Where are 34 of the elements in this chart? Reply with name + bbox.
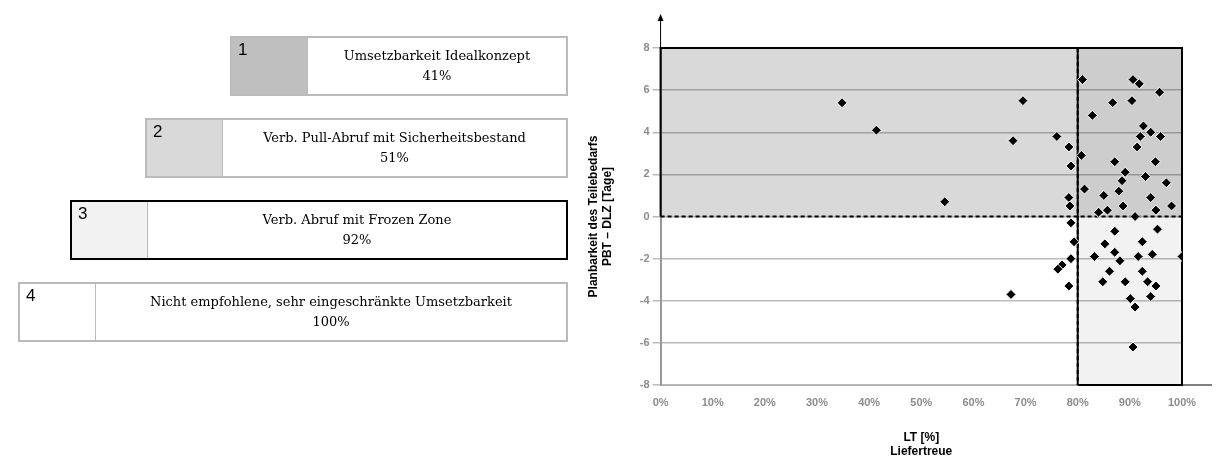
x-tick-label: 70%	[1014, 395, 1037, 408]
y-tick-label: -4	[639, 293, 651, 306]
y-tick-label: -6	[639, 335, 650, 348]
x-tick-label: 20%	[753, 395, 777, 408]
x-tick-label: 10%	[701, 395, 724, 408]
x-tick-label: 90%	[1118, 395, 1142, 408]
text: Nicht empfohlene, sehr eingeschränkte Umsetzbarkeit	[149, 293, 513, 311]
text: 3	[72, 202, 148, 258]
x-tick-label: 60%	[962, 395, 985, 408]
text: Verb. Abruf mit Frozen Zone	[261, 211, 453, 229]
x-tick-label: 40%	[858, 395, 881, 408]
text: Verb. Pull-Abruf mit Sicherheitsbestand	[262, 129, 527, 147]
x-tick-label: 100%	[1167, 395, 1197, 408]
text: 92%	[341, 231, 373, 249]
x-tick-label: 30%	[805, 395, 829, 408]
y-tick-label: -8	[639, 378, 650, 391]
y-tick-label: 0	[643, 209, 650, 222]
text: 51%	[379, 149, 410, 167]
y-tick-label: 2	[643, 167, 650, 180]
y-axis-title: Planbarkeit des Teilebedarfs PBT – DLZ [Tage]	[585, 135, 614, 298]
text: 100%	[311, 313, 351, 331]
y-tick-label: 8	[643, 41, 650, 54]
text: 4	[20, 284, 96, 340]
text: Umsetzbarkeit Idealkonzept	[342, 47, 532, 65]
y-tick-label: 4	[643, 125, 651, 138]
y-tick-label: -2	[639, 251, 650, 264]
x-tick-label: 80%	[1066, 395, 1089, 408]
text: 41%	[421, 67, 453, 85]
text: 1	[232, 38, 308, 94]
text: 2	[147, 120, 223, 176]
x-axis-title: LT [%] Liefertreue	[890, 429, 953, 459]
x-tick-label: 50%	[910, 395, 933, 408]
y-tick-label: 6	[643, 83, 650, 96]
x-tick-label: 0%	[652, 395, 669, 408]
